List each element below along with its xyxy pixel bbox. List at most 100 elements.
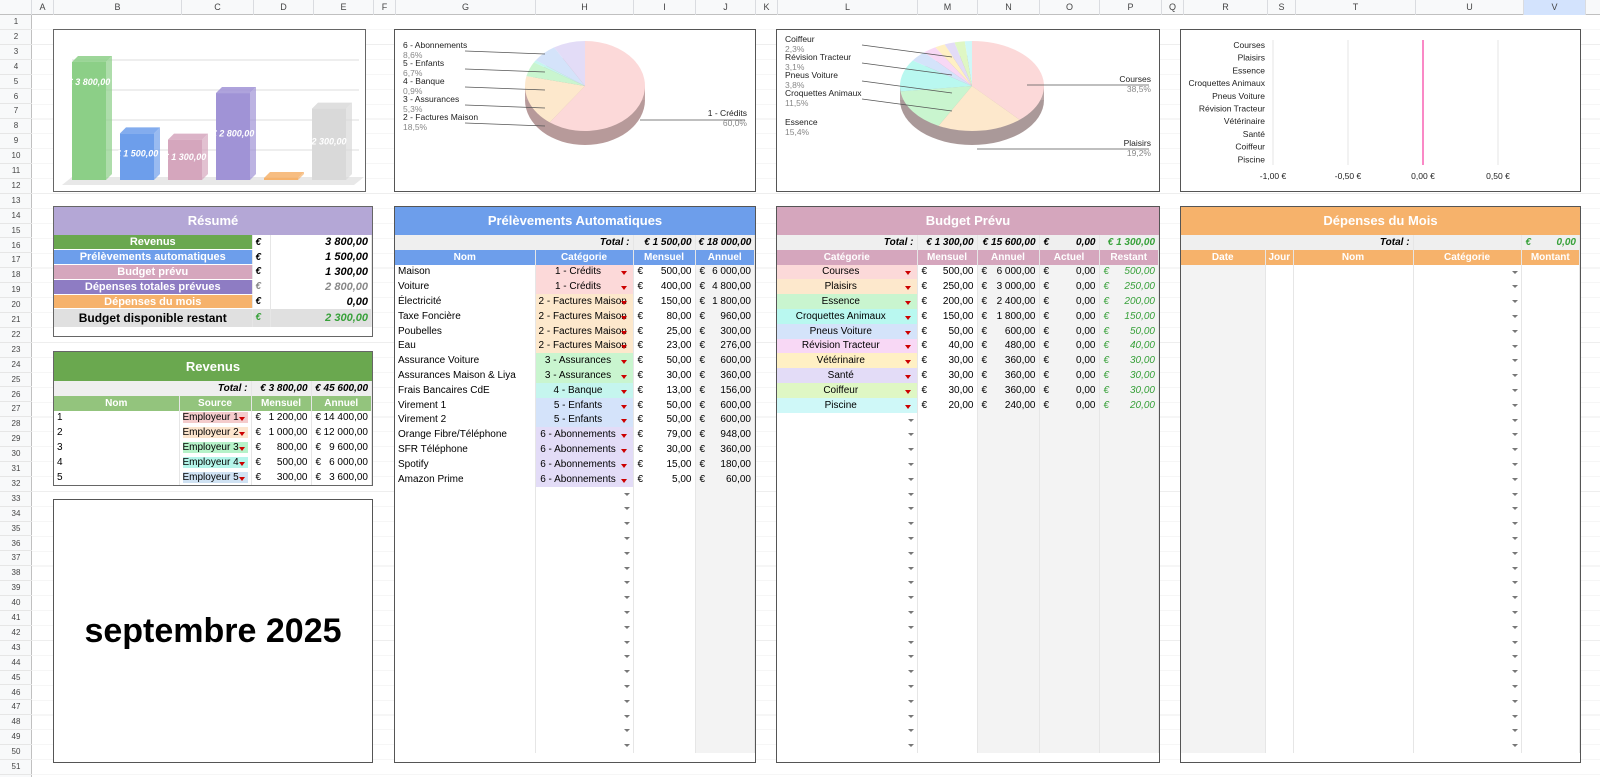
resume-final-value[interactable]: 2 300,00 bbox=[270, 308, 372, 327]
row-header-45[interactable]: 45 bbox=[0, 671, 32, 686]
row-header-30[interactable]: 30 bbox=[0, 447, 32, 462]
prelev-nom[interactable]: SFR Téléphone bbox=[395, 442, 536, 457]
category-chip[interactable]: 6 - Abonnements bbox=[539, 444, 630, 455]
prelev-category-cell[interactable]: 2 - Factures Maison bbox=[535, 323, 634, 339]
prelev-annual-cell[interactable]: €948,00 bbox=[695, 427, 755, 443]
empty-cell[interactable] bbox=[633, 545, 696, 561]
empty-cell[interactable] bbox=[977, 530, 1040, 546]
name-cell[interactable] bbox=[1293, 575, 1414, 591]
empty-cell[interactable] bbox=[1039, 427, 1100, 443]
empty-dropdown[interactable] bbox=[535, 634, 634, 650]
row-header-50[interactable]: 50 bbox=[0, 745, 32, 760]
amount-cell[interactable] bbox=[1521, 412, 1581, 428]
revenus-annual-cell[interactable]: €6 000,00 bbox=[311, 454, 372, 470]
empty-cell[interactable] bbox=[1099, 486, 1159, 502]
name-cell[interactable] bbox=[1293, 368, 1414, 383]
prelev-annual-cell[interactable]: €600,00 bbox=[695, 397, 755, 413]
date-cell[interactable] bbox=[1181, 308, 1266, 324]
empty-dropdown[interactable] bbox=[535, 693, 634, 709]
category-chip[interactable]: 2 - Factures Maison bbox=[539, 311, 630, 322]
day-cell[interactable] bbox=[1265, 456, 1294, 472]
date-cell[interactable] bbox=[1181, 708, 1266, 724]
row-header-29[interactable]: 29 bbox=[0, 432, 32, 448]
revenus-nom[interactable]: 1 bbox=[54, 410, 180, 426]
category-chip[interactable]: 1 - Crédits bbox=[539, 266, 630, 277]
prelev-annual-cell[interactable]: €960,00 bbox=[695, 308, 755, 324]
prelev-monthly-cell[interactable]: €23,00 bbox=[633, 338, 696, 354]
budget-category-cell[interactable]: Plaisirs bbox=[777, 279, 918, 295]
row-header-19[interactable]: 19 bbox=[0, 283, 32, 299]
budget-remaining-cell[interactable]: €40,00 bbox=[1099, 338, 1159, 354]
amount-cell[interactable] bbox=[1521, 530, 1581, 546]
empty-cell[interactable] bbox=[1099, 442, 1159, 457]
col-header-H[interactable]: H bbox=[536, 0, 634, 15]
category-chip[interactable]: 6 - Abonnements bbox=[539, 429, 630, 440]
empty-cell[interactable] bbox=[633, 634, 696, 650]
budget-actual-cell[interactable]: €0,00 bbox=[1039, 279, 1100, 295]
budget-category-cell[interactable]: Pneus Voiture bbox=[777, 323, 918, 339]
budget-annual-cell[interactable]: €2 400,00 bbox=[977, 294, 1040, 309]
empty-cell[interactable] bbox=[977, 486, 1040, 502]
category-dropdown[interactable] bbox=[1413, 738, 1522, 753]
category-chip[interactable]: 1 - Crédits bbox=[539, 281, 630, 292]
budget-remaining-cell[interactable]: €50,00 bbox=[1099, 323, 1159, 339]
day-cell[interactable] bbox=[1265, 323, 1294, 339]
day-cell[interactable] bbox=[1265, 678, 1294, 694]
empty-cell[interactable] bbox=[977, 560, 1040, 576]
prelev-monthly-cell[interactable]: €25,00 bbox=[633, 323, 696, 339]
budget-remaining-cell[interactable]: €30,00 bbox=[1099, 353, 1159, 369]
empty-cell[interactable] bbox=[917, 427, 978, 443]
budget-remaining-cell[interactable]: €250,00 bbox=[1099, 279, 1159, 295]
empty-dropdown[interactable] bbox=[535, 516, 634, 531]
amount-cell[interactable] bbox=[1521, 516, 1581, 531]
category-chip[interactable]: Plaisirs bbox=[780, 281, 914, 292]
col-header-E[interactable]: E bbox=[314, 0, 374, 15]
empty-cell[interactable] bbox=[917, 412, 978, 428]
empty-cell[interactable] bbox=[395, 693, 536, 709]
revenus-monthly-cell[interactable]: €800,00 bbox=[251, 440, 312, 455]
revenus-annual-cell[interactable]: €14 400,00 bbox=[311, 410, 372, 426]
name-cell[interactable] bbox=[1293, 427, 1414, 443]
prelev-nom[interactable]: Spotify bbox=[395, 456, 536, 472]
empty-cell[interactable] bbox=[917, 516, 978, 531]
prelev-category-cell[interactable]: 6 - Abonnements bbox=[535, 427, 634, 443]
amount-cell[interactable] bbox=[1521, 442, 1581, 457]
row-header-20[interactable]: 20 bbox=[0, 298, 32, 313]
empty-cell[interactable] bbox=[977, 501, 1040, 517]
amount-cell[interactable] bbox=[1521, 382, 1581, 398]
empty-cell[interactable] bbox=[977, 634, 1040, 650]
row-header-25[interactable]: 25 bbox=[0, 373, 32, 388]
budget-actual-cell[interactable]: €0,00 bbox=[1039, 353, 1100, 369]
revenus-source-cell[interactable]: Employeur 5 bbox=[179, 469, 252, 485]
prelevements-pie-chart[interactable]: 6 - Abonnements 8,6% 5 - Enfants 6,7% 4 - Ba… bbox=[394, 29, 756, 192]
amount-cell[interactable] bbox=[1521, 308, 1581, 324]
empty-cell[interactable] bbox=[395, 723, 536, 739]
row-header-42[interactable]: 42 bbox=[0, 626, 32, 641]
prelev-monthly-cell[interactable]: €500,00 bbox=[633, 264, 696, 280]
category-dropdown[interactable] bbox=[1413, 545, 1522, 561]
name-cell[interactable] bbox=[1293, 397, 1414, 413]
empty-cell[interactable] bbox=[917, 545, 978, 561]
empty-cell[interactable] bbox=[395, 649, 536, 665]
empty-cell[interactable] bbox=[695, 545, 755, 561]
empty-cell[interactable] bbox=[1039, 649, 1100, 665]
budget-annual-cell[interactable]: €480,00 bbox=[977, 338, 1040, 354]
row-header-36[interactable]: 36 bbox=[0, 537, 32, 552]
empty-dropdown[interactable] bbox=[535, 664, 634, 679]
empty-cell[interactable] bbox=[1099, 560, 1159, 576]
empty-cell[interactable] bbox=[395, 604, 536, 620]
empty-cell[interactable] bbox=[633, 664, 696, 679]
revenus-monthly-cell[interactable]: €1 000,00 bbox=[251, 425, 312, 441]
day-cell[interactable] bbox=[1265, 530, 1294, 546]
empty-cell[interactable] bbox=[633, 738, 696, 753]
day-cell[interactable] bbox=[1265, 397, 1294, 413]
prelev-category-cell[interactable]: 3 - Assurances bbox=[535, 368, 634, 383]
empty-cell[interactable] bbox=[917, 634, 978, 650]
revenus-nom[interactable]: 5 bbox=[54, 469, 180, 485]
row-header-47[interactable]: 47 bbox=[0, 700, 32, 716]
date-cell[interactable] bbox=[1181, 353, 1266, 369]
empty-cell[interactable] bbox=[633, 530, 696, 546]
empty-cell[interactable] bbox=[977, 516, 1040, 531]
empty-cell[interactable] bbox=[395, 708, 536, 724]
name-cell[interactable] bbox=[1293, 590, 1414, 605]
